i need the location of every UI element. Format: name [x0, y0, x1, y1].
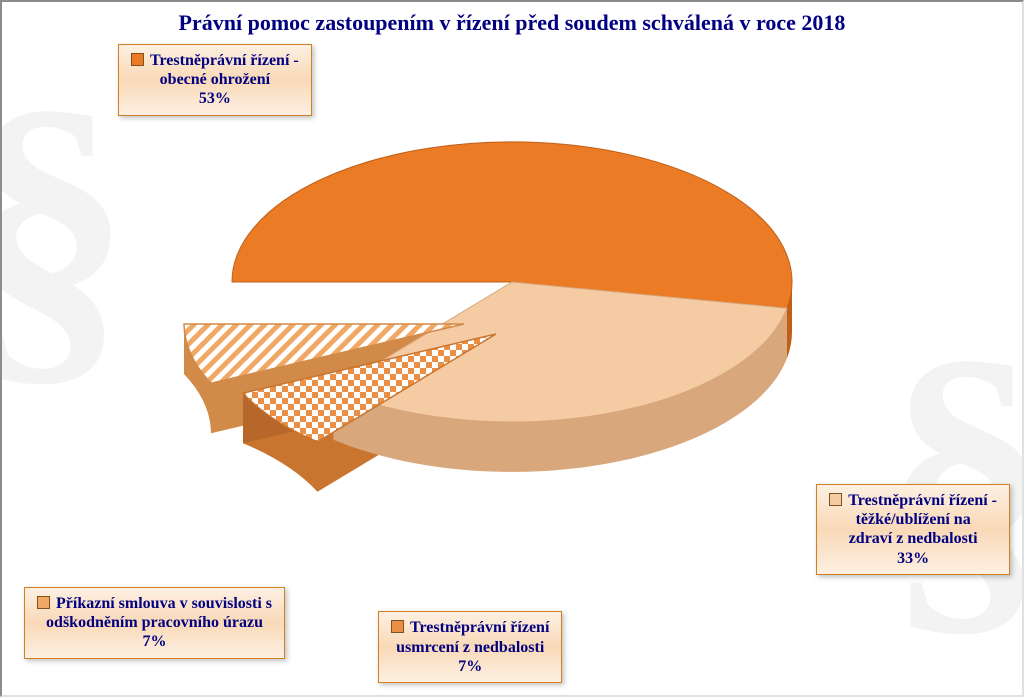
- pie-chart: [142, 82, 882, 622]
- watermark-glyph: §: [882, 282, 1024, 673]
- label-text: Trestněprávní řízení: [410, 619, 549, 636]
- label-box-0: Trestněprávní řízení - obecné ohrožení 5…: [118, 44, 312, 116]
- swatch-icon: [37, 596, 50, 609]
- label-pct: 33%: [897, 550, 929, 567]
- swatch-icon: [391, 620, 404, 633]
- label-box-2: Trestněprávní řízení usmrcení z nedbalos…: [378, 611, 562, 683]
- label-box-3: Příkazní smlouva v souvislosti s odškodn…: [24, 587, 285, 659]
- watermark-glyph: §: [0, 32, 132, 423]
- label-text: usmrcení z nedbalosti: [396, 639, 544, 656]
- label-text: Trestněprávní řízení -: [848, 492, 997, 509]
- label-text: odškodněním pracovního úrazu: [46, 614, 263, 631]
- pie-chart-container: § § Právní pomoc zastoupením v řízení př…: [0, 0, 1024, 697]
- label-text: obecné ohrožení: [160, 71, 270, 88]
- label-text: Příkazní smlouva v souvislosti s: [56, 595, 272, 612]
- label-text: zdraví z nedbalosti: [849, 530, 978, 547]
- label-text: Trestněprávní řízení -: [150, 52, 299, 69]
- chart-title: Právní pomoc zastoupením v řízení před s…: [2, 10, 1022, 36]
- swatch-icon: [131, 53, 144, 66]
- swatch-icon: [829, 493, 842, 506]
- label-box-1: Trestněprávní řízení - těžké/ublížení na…: [816, 484, 1010, 575]
- label-text: těžké/ublížení na: [856, 511, 971, 528]
- label-pct: 7%: [458, 658, 482, 675]
- label-pct: 7%: [143, 633, 167, 650]
- label-pct: 53%: [199, 90, 231, 107]
